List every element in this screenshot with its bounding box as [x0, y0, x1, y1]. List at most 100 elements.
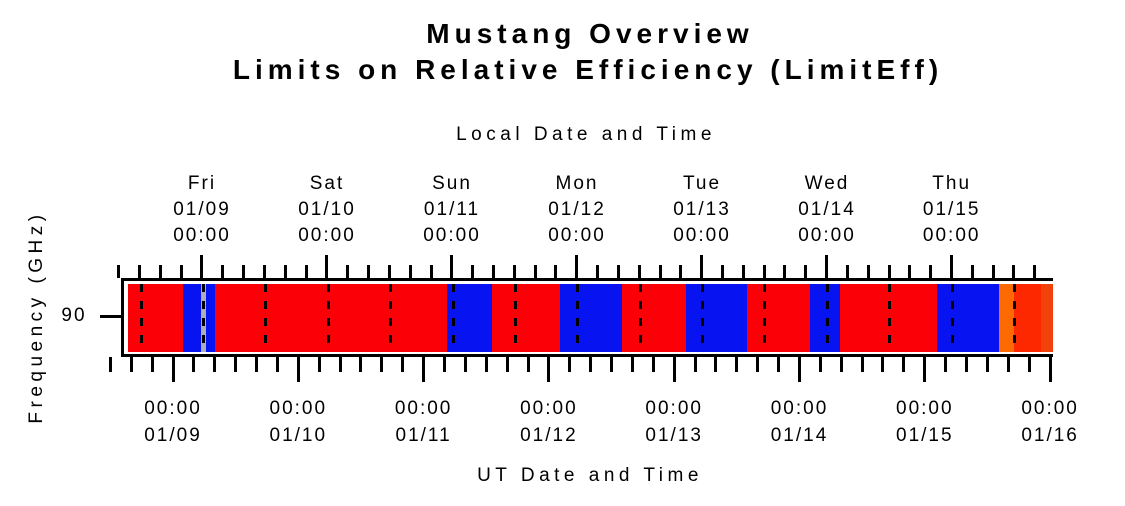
top-axis-minor-tick — [1033, 265, 1037, 278]
y-axis-tick — [100, 314, 124, 318]
top-axis-tick-label-time: 00:00 — [173, 225, 231, 246]
bottom-axis-tick-label-time: 00:00 — [1021, 398, 1079, 419]
top-axis-tick-label-day: Fri — [187, 173, 217, 194]
dashed-gridline — [451, 284, 455, 352]
bottom-axis-minor-tick — [338, 357, 342, 372]
top-axis-tick-label-day: Mon — [555, 173, 599, 194]
bottom-axis-major-tick — [547, 357, 551, 382]
dashed-gridline — [389, 284, 393, 352]
top-axis-tick-label: Mon 01/12 00:00 — [548, 171, 606, 249]
bottom-axis-minor-tick — [839, 357, 843, 372]
top-axis-major-tick — [575, 255, 579, 278]
bottom-axis-minor-tick — [589, 357, 593, 372]
bottom-axis-tick-label-time: 00:00 — [269, 398, 328, 419]
top-axis-minor-tick — [408, 265, 412, 278]
bottom-axis-tick-label-time: 00:00 — [896, 398, 954, 419]
top-axis-minor-tick — [471, 265, 475, 278]
bottom-axis-tick-label-time: 00:00 — [645, 398, 703, 419]
bottom-axis-tick-label-date: 01/15 — [896, 425, 954, 446]
top-axis-minor-tick — [929, 265, 933, 278]
top-axis-tick-label: Tue 01/13 00:00 — [673, 171, 731, 249]
bottom-axis-line — [121, 354, 1053, 357]
dashed-gridline — [950, 284, 954, 352]
bottom-axis-minor-tick — [735, 357, 739, 372]
top-axis-tick-label: Fri 01/09 00:00 — [173, 171, 231, 249]
bottom-axis-minor-tick — [129, 357, 133, 372]
bottom-axis-tick-label: 00:00 01/10 — [270, 395, 328, 449]
top-axis-tick-label-date: 01/11 — [423, 199, 481, 220]
timeline-segment-blue — [183, 284, 202, 352]
timeline-segment-red — [747, 284, 811, 352]
top-axis-minor-tick — [866, 265, 870, 278]
top-axis-tick-label-date: 01/13 — [673, 199, 731, 220]
top-axis-tick-label-day: Thu — [932, 173, 972, 194]
top-axis-minor-tick — [596, 265, 600, 278]
bottom-axis-tick-label-date: 01/12 — [520, 425, 578, 446]
bottom-axis-tick-label: 00:00 01/12 — [520, 395, 578, 449]
bottom-axis-minor-tick — [505, 357, 509, 372]
dashed-gridline — [763, 284, 767, 352]
bottom-axis-minor-tick — [944, 357, 948, 372]
bottom-axis-tick-label-time: 00:00 — [770, 398, 829, 419]
bottom-axis-minor-tick — [818, 357, 822, 372]
top-axis-minor-tick — [512, 265, 516, 278]
top-axis-tick-label-time: 00:00 — [548, 225, 606, 246]
top-axis-minor-tick — [658, 265, 662, 278]
bottom-axis-major-tick — [1048, 357, 1052, 382]
top-axis-tick-label-time: 00:00 — [673, 225, 731, 246]
bottom-axis-minor-tick — [902, 357, 906, 372]
top-axis-tick-label-date: 01/12 — [548, 199, 606, 220]
bottom-axis-tick-label-time: 00:00 — [144, 398, 202, 419]
bottom-axis-minor-tick — [401, 357, 405, 372]
plot-title: Mustang Overview — [426, 18, 754, 49]
top-axis-minor-tick — [908, 265, 912, 278]
bottom-axis-tick-label: 00:00 01/16 — [1021, 395, 1079, 449]
bottom-axis-tick-label-date: 01/10 — [269, 425, 328, 446]
timeline-segment-red — [622, 284, 687, 352]
bottom-axis-minor-tick — [380, 357, 384, 372]
bottom-axis-minor-tick — [213, 357, 217, 372]
top-axis-minor-tick — [845, 265, 849, 278]
top-axis-tick-label-day: Sun — [432, 173, 472, 194]
top-axis-minor-tick — [221, 265, 225, 278]
bottom-axis-minor-tick — [985, 357, 989, 372]
bottom-axis-tick-label-time: 00:00 — [520, 398, 578, 419]
bottom-axis-tick-label: 00:00 01/09 — [144, 395, 202, 449]
top-axis-minor-tick — [720, 265, 724, 278]
top-axis-tick-label-day: Wed — [804, 173, 850, 194]
dashed-gridline — [825, 284, 829, 352]
bottom-axis-minor-tick — [1006, 357, 1010, 372]
timeline-segment-red — [128, 284, 184, 352]
bottom-axis-major-tick — [422, 357, 426, 382]
bottom-axis-tick-label: 00:00 01/14 — [771, 395, 829, 449]
top-axis-minor-tick — [762, 265, 766, 278]
y-axis-tick-label: 90 — [61, 305, 87, 326]
top-axis-tick-label-time: 00:00 — [798, 225, 856, 246]
top-axis-tick-label-day: Sat — [309, 173, 345, 194]
timeline-segment-red — [215, 284, 448, 352]
top-axis-minor-tick — [679, 265, 683, 278]
top-axis-minor-tick — [554, 265, 558, 278]
top-axis-minor-tick — [1012, 265, 1016, 278]
y-axis-title: Frequency (GHz) — [26, 210, 47, 424]
bottom-axis-minor-tick — [630, 357, 634, 372]
bottom-axis-major-tick — [171, 357, 175, 382]
top-axis-minor-tick — [429, 265, 433, 278]
bottom-axis-minor-tick — [693, 357, 697, 372]
top-axis-minor-tick — [179, 265, 183, 278]
bottom-axis-minor-tick — [651, 357, 655, 372]
timeline-segment-blue — [937, 284, 1000, 352]
bottom-axis-tick-label-time: 00:00 — [394, 398, 453, 419]
top-axis-minor-tick — [887, 265, 891, 278]
timeline-segment-blue — [810, 284, 841, 352]
top-axis-minor-tick — [304, 265, 308, 278]
bottom-axis-minor-tick — [359, 357, 363, 372]
dashed-gridline — [326, 284, 330, 352]
timeline-segment-blue — [559, 284, 623, 352]
bottom-axis-major-tick — [797, 357, 801, 382]
efficiency-timeline-bar — [128, 284, 1053, 352]
top-axis-tick-label: Sat 01/10 00:00 — [298, 171, 356, 249]
bottom-axis-minor-tick — [610, 357, 614, 372]
top-axis-tick-label-date: 01/14 — [798, 199, 856, 220]
